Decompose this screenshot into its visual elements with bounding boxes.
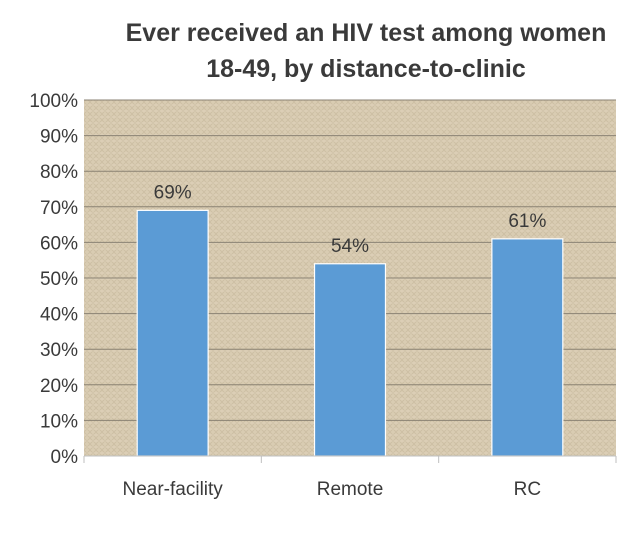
data-label: 69% — [154, 182, 192, 203]
chart-title-line-1: Ever received an HIV test among women — [126, 19, 607, 47]
y-axis-tick-labels: 0% 10% 20% 30% 40% 50% 60% 70% 80% 90% 100% — [29, 91, 78, 468]
y-tick-label: 90% — [40, 127, 78, 148]
x-axis — [83, 455, 617, 463]
x-category-label: Near-facility — [123, 479, 224, 500]
data-labels: 69% 54% 61% — [154, 182, 547, 256]
y-tick-label: 70% — [40, 198, 78, 219]
x-axis-category-labels: Near-facility Remote RC — [123, 479, 542, 500]
y-tick-label: 60% — [40, 233, 78, 254]
bars — [136, 209, 564, 457]
y-tick-label: 20% — [40, 376, 78, 397]
y-tick-label: 50% — [40, 269, 78, 290]
x-category-label: Remote — [317, 479, 384, 500]
bar-near-facility — [136, 209, 209, 457]
y-tick-label: 10% — [40, 411, 78, 432]
x-category-label: RC — [514, 479, 541, 500]
y-tick-label: 0% — [51, 447, 79, 468]
data-label: 54% — [331, 236, 369, 257]
y-tick-label: 30% — [40, 340, 78, 361]
y-tick-label: 40% — [40, 305, 78, 326]
bar-remote — [313, 263, 387, 457]
y-tick-label: 80% — [40, 162, 78, 183]
bar-rc — [491, 238, 564, 457]
data-label: 61% — [508, 211, 546, 232]
chart-title-line-2: 18-49, by distance-to-clinic — [206, 55, 526, 83]
y-tick-label: 100% — [29, 91, 78, 112]
